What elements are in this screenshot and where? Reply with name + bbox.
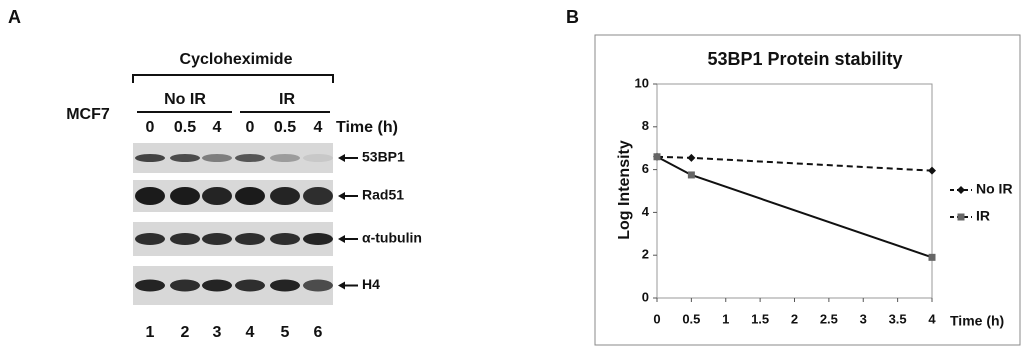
x-tick-label: 4 bbox=[928, 311, 936, 326]
lane-number: 1 bbox=[146, 324, 155, 341]
band bbox=[235, 233, 265, 245]
x-tick-label: 0.5 bbox=[682, 311, 700, 326]
band bbox=[303, 233, 333, 245]
y-tick-label: 10 bbox=[635, 75, 649, 90]
band bbox=[135, 154, 165, 162]
band bbox=[202, 280, 232, 292]
marker bbox=[654, 153, 661, 160]
lane-number: 4 bbox=[246, 324, 255, 341]
protein-label: 53BP1 bbox=[362, 149, 405, 165]
panel-label: A bbox=[8, 7, 21, 27]
y-tick-label: 4 bbox=[642, 204, 650, 219]
band bbox=[303, 187, 333, 205]
band bbox=[270, 187, 300, 205]
x-tick-label: 2.5 bbox=[820, 311, 838, 326]
band bbox=[235, 187, 265, 205]
time-value: 4 bbox=[213, 119, 222, 136]
time-label: Time (h) bbox=[336, 119, 398, 136]
group-label: IR bbox=[279, 91, 295, 108]
protein-label: H4 bbox=[362, 276, 380, 292]
treatment-label: Cycloheximide bbox=[180, 51, 293, 68]
plot-frame bbox=[657, 84, 932, 298]
y-tick-label: 6 bbox=[642, 161, 649, 176]
band bbox=[135, 280, 165, 292]
series-line bbox=[657, 157, 932, 171]
marker bbox=[687, 154, 695, 162]
band bbox=[170, 154, 200, 162]
lane-number: 2 bbox=[181, 324, 190, 341]
time-value: 0 bbox=[146, 119, 155, 136]
x-tick-label: 3.5 bbox=[889, 311, 907, 326]
band bbox=[202, 187, 232, 205]
band bbox=[170, 233, 200, 245]
x-axis-label: Time (h) bbox=[950, 313, 1004, 329]
x-tick-label: 2 bbox=[791, 311, 798, 326]
legend-marker bbox=[957, 186, 965, 194]
lane-number: 6 bbox=[314, 324, 323, 341]
band bbox=[235, 154, 265, 162]
band bbox=[202, 154, 232, 162]
band bbox=[135, 233, 165, 245]
legend-label: IR bbox=[976, 208, 990, 224]
arrow-head bbox=[338, 235, 345, 243]
chart-title: 53BP1 Protein stability bbox=[707, 49, 902, 69]
legend-label: No IR bbox=[976, 181, 1013, 197]
panel-label: B bbox=[566, 7, 579, 27]
protein-label: α-tubulin bbox=[362, 230, 422, 246]
band bbox=[303, 280, 333, 292]
group-label: No IR bbox=[164, 91, 206, 108]
band bbox=[170, 280, 200, 292]
time-value: 4 bbox=[314, 119, 323, 136]
band bbox=[135, 187, 165, 205]
x-tick-label: 1 bbox=[722, 311, 729, 326]
arrow-head bbox=[338, 192, 345, 200]
arrow-head bbox=[338, 282, 345, 290]
lane-number: 3 bbox=[213, 324, 222, 341]
band bbox=[170, 187, 200, 205]
cell-line: MCF7 bbox=[66, 106, 110, 123]
figure: A B Cycloheximide MCF7 No IR IR Time (h)… bbox=[0, 0, 1026, 350]
protein-label: Rad51 bbox=[362, 187, 404, 203]
band bbox=[270, 154, 300, 162]
y-tick-label: 8 bbox=[642, 118, 649, 133]
band bbox=[303, 154, 333, 162]
band bbox=[270, 233, 300, 245]
band bbox=[270, 280, 300, 292]
lane-number: 5 bbox=[281, 324, 290, 341]
x-tick-label: 0 bbox=[653, 311, 660, 326]
x-tick-label: 3 bbox=[860, 311, 867, 326]
y-tick-label: 2 bbox=[642, 247, 649, 262]
y-axis-label: Log Intensity bbox=[616, 140, 633, 240]
x-tick-label: 1.5 bbox=[751, 311, 769, 326]
series-line bbox=[657, 157, 932, 258]
marker bbox=[929, 254, 936, 261]
time-value: 0.5 bbox=[174, 119, 196, 136]
legend-marker bbox=[958, 214, 965, 221]
band bbox=[235, 280, 265, 292]
time-value: 0.5 bbox=[274, 119, 296, 136]
y-tick-label: 0 bbox=[642, 289, 649, 304]
time-value: 0 bbox=[246, 119, 255, 136]
arrow-head bbox=[338, 154, 345, 162]
band bbox=[202, 233, 232, 245]
marker bbox=[688, 171, 695, 178]
bracket bbox=[133, 75, 333, 83]
marker bbox=[928, 167, 936, 175]
